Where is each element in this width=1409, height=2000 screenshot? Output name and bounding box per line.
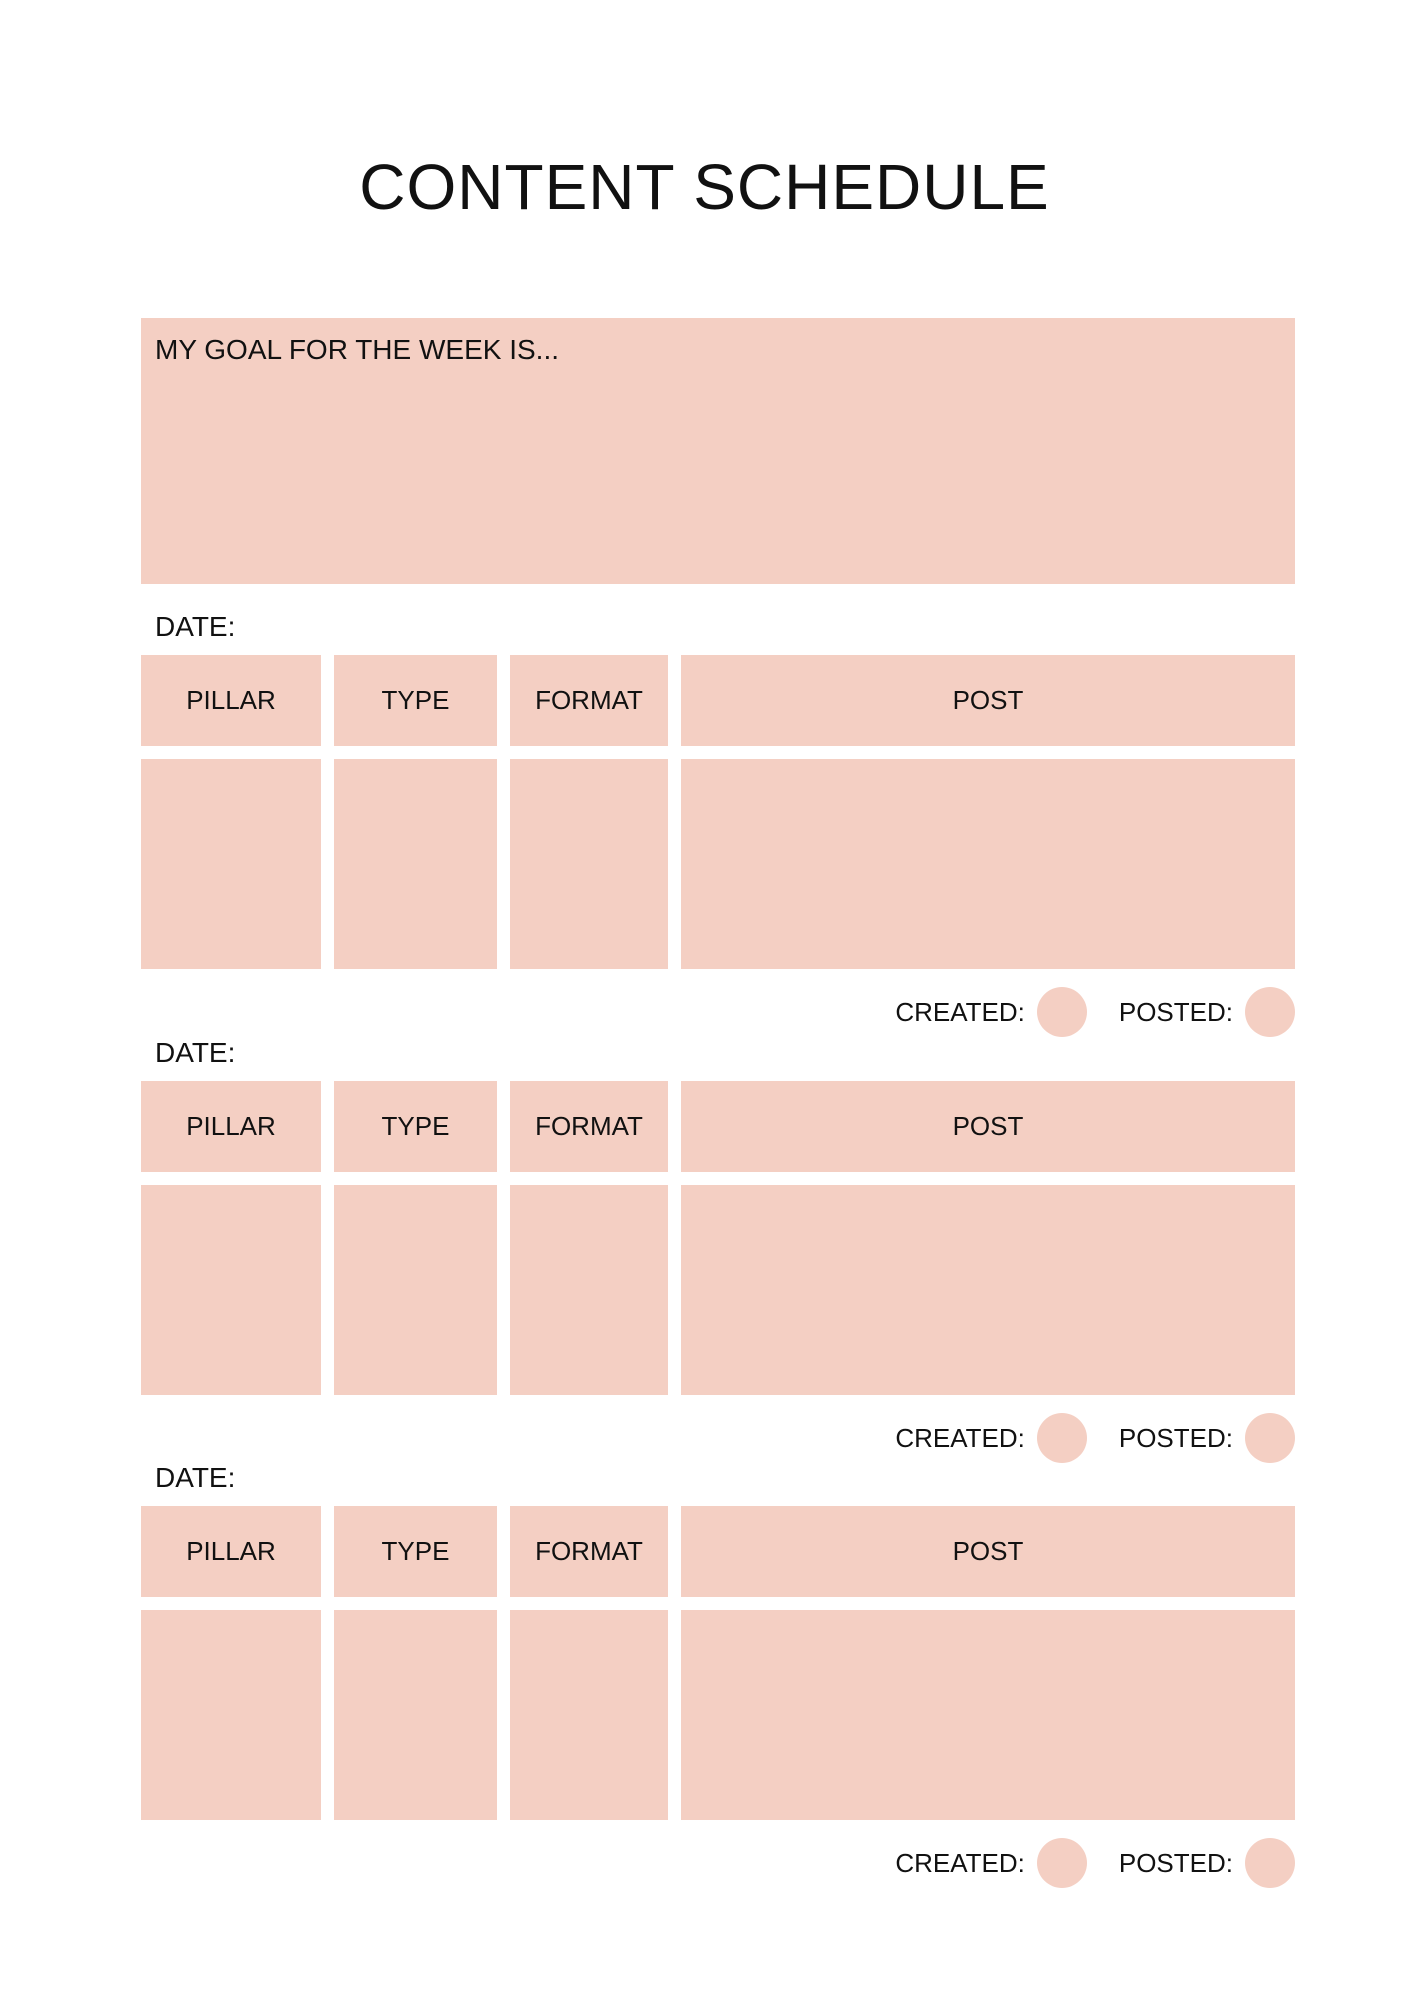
column-header-label: POST (952, 1536, 1024, 1566)
created-label: CREATED: (895, 996, 1025, 1027)
posted-checkbox[interactable] (1245, 1838, 1295, 1888)
column-header-format: FORMAT (510, 1506, 668, 1597)
created-checkbox[interactable] (1036, 1413, 1087, 1463)
date-label: DATE: (155, 611, 236, 642)
pillar-cell[interactable] (141, 759, 321, 969)
created-label: CREATED: (895, 1422, 1025, 1453)
column-header-label: TYPE (381, 1111, 450, 1141)
column-header-type: TYPE (334, 1081, 497, 1172)
column-header-label: TYPE (381, 1536, 450, 1566)
column-header-pillar: PILLAR (141, 1506, 321, 1597)
format-cell[interactable] (510, 1185, 668, 1395)
column-header-label: PILLAR (186, 1536, 276, 1566)
post-cell[interactable] (681, 1610, 1295, 1820)
column-header-label: POST (952, 1111, 1024, 1141)
column-header-label: FORMAT (535, 685, 643, 715)
status-row: CREATED: POSTED: (895, 987, 1295, 1037)
column-header-label: TYPE (381, 685, 450, 715)
posted-label: POSTED: (1118, 1422, 1233, 1453)
column-header-label: PILLAR (186, 685, 276, 715)
column-header-post: POST (681, 1506, 1295, 1597)
column-header-pillar: PILLAR (141, 1081, 321, 1172)
pillar-cell[interactable] (141, 1185, 321, 1395)
column-header-type: TYPE (334, 1506, 497, 1597)
created-label: CREATED: (895, 1847, 1025, 1878)
date-label: DATE: (155, 1462, 236, 1493)
column-header-label: PILLAR (186, 1111, 276, 1141)
column-header-format: FORMAT (510, 655, 668, 746)
status-row: CREATED: POSTED: (895, 1413, 1295, 1463)
post-cell[interactable] (681, 1185, 1295, 1395)
weekly-goal-field[interactable]: MY GOAL FOR THE WEEK IS... (141, 318, 1295, 584)
status-row: CREATED: POSTED: (895, 1838, 1295, 1888)
type-cell[interactable] (334, 1610, 497, 1820)
type-cell[interactable] (334, 1185, 497, 1395)
posted-label: POSTED: (1118, 996, 1233, 1027)
created-checkbox[interactable] (1036, 987, 1087, 1037)
column-header-label: POST (952, 685, 1024, 715)
post-cell[interactable] (681, 759, 1295, 969)
column-header-post: POST (681, 1081, 1295, 1172)
posted-checkbox[interactable] (1245, 987, 1295, 1037)
column-header-type: TYPE (334, 655, 497, 746)
column-header-post: POST (681, 655, 1295, 746)
column-header-format: FORMAT (510, 1081, 668, 1172)
pillar-cell[interactable] (141, 1610, 321, 1820)
column-header-label: FORMAT (535, 1111, 643, 1141)
date-label: DATE: (155, 1037, 236, 1068)
type-cell[interactable] (334, 759, 497, 969)
created-checkbox[interactable] (1036, 1838, 1087, 1888)
format-cell[interactable] (510, 1610, 668, 1820)
format-cell[interactable] (510, 759, 668, 969)
posted-checkbox[interactable] (1245, 1413, 1295, 1463)
posted-label: POSTED: (1118, 1847, 1233, 1878)
page-title: CONTENT SCHEDULE (359, 151, 1050, 223)
column-header-pillar: PILLAR (141, 655, 321, 746)
goal-label: MY GOAL FOR THE WEEK IS... (155, 334, 560, 365)
column-header-label: FORMAT (535, 1536, 643, 1566)
